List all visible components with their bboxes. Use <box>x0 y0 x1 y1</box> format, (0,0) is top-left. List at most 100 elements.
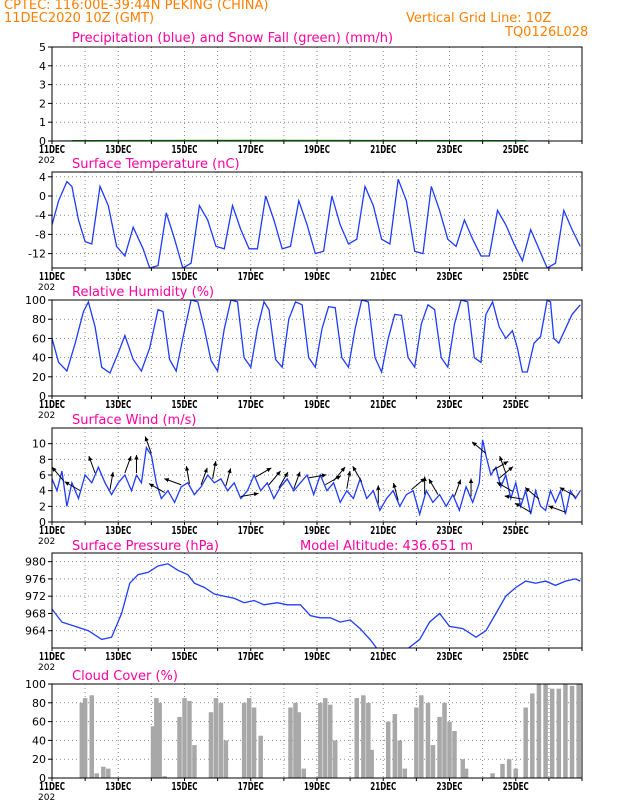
pres-xtick-label: 25DEC <box>503 650 529 663</box>
cloud-bar <box>437 716 442 778</box>
cloud-bar <box>218 702 224 778</box>
wind-arrow-head <box>203 467 208 473</box>
precip-xtick-label: 13DEC <box>105 143 131 156</box>
wind-arrow-head <box>184 466 190 471</box>
rh-ytick-label: 40 <box>32 352 46 365</box>
wind-arrow-head <box>468 478 474 484</box>
rh-ytick-label: 80 <box>32 313 46 326</box>
temp-ytick-label: -4 <box>35 209 46 222</box>
temp-ytick-label: 4 <box>39 171 46 184</box>
pres-ytick-label: 964 <box>25 625 46 638</box>
cloud-bar <box>500 763 505 778</box>
wind-arrow-head <box>525 487 530 493</box>
wind-title: Surface Wind (m/s) <box>72 413 196 428</box>
temp-xtick-label: 13DEC <box>105 270 131 283</box>
cloud-bar <box>397 740 403 778</box>
wind-arrow-head <box>515 503 521 508</box>
wind-xtick-label: 21DEC <box>370 524 396 537</box>
cloud-bar <box>106 768 111 778</box>
precip-ytick-label: 0 <box>39 135 46 148</box>
precip-ytick-label: 4 <box>39 60 46 73</box>
cloud-bar <box>366 702 371 778</box>
cloud-bar <box>523 707 528 778</box>
cloud-bar <box>89 695 94 778</box>
wind-xtick-label: 19DEC <box>304 524 330 537</box>
pres-ytick-label: 972 <box>25 590 46 603</box>
model-label: TQ0126L028 <box>505 25 589 40</box>
cloud-bar <box>296 712 302 778</box>
pres-ytick-label: 980 <box>25 556 46 569</box>
precip-xtick-label: 11DEC <box>39 143 65 156</box>
pres-xtick-label: 21DEC <box>370 650 396 663</box>
cloud-xtick-label: 25DEC <box>503 780 529 793</box>
cloud-bar <box>293 702 298 778</box>
wind-arrow-head <box>144 436 149 442</box>
run-time-label: 11DEC2020 10Z (GMT) <box>4 11 155 26</box>
cloud-title: Cloud Cover (%) <box>72 669 178 684</box>
cloud-bar <box>154 698 159 778</box>
cloud-bar <box>414 707 419 778</box>
precip-xtick-label: 25DEC <box>503 143 529 156</box>
wind-arrow-head <box>52 467 57 472</box>
cloud-bar <box>208 712 214 778</box>
cloud-bar <box>258 735 263 778</box>
pres-title: Surface Pressure (hPa) <box>72 539 219 554</box>
precip-ytick-label: 1 <box>39 116 46 129</box>
wind-xtick-label: 23DEC <box>437 524 463 537</box>
wind-year-stub: 202 <box>38 537 55 547</box>
wind-arrow-head <box>422 476 427 482</box>
precip-frame <box>51 46 583 142</box>
cloud-bar <box>79 702 85 778</box>
cloud-bar <box>288 707 293 778</box>
wind-arrow-head <box>504 494 510 499</box>
pres-ytick-label: 968 <box>25 607 46 620</box>
cloud-bar <box>385 721 391 778</box>
temp-series-line <box>52 178 581 268</box>
precip-xtick-label: 19DEC <box>304 143 330 156</box>
rh-ytick-label: 60 <box>32 332 46 345</box>
cloud-xtick-label: 19DEC <box>304 780 330 793</box>
wind-arrow-head <box>499 456 504 462</box>
wind-arrow-head <box>428 478 434 484</box>
wind-arrow-head <box>321 473 327 478</box>
cloud-bar <box>556 688 562 778</box>
cloud-bar <box>513 768 518 778</box>
wind-arrow-head <box>212 461 218 466</box>
wind-arrow-head <box>548 505 554 510</box>
temp-ytick-label: -12 <box>28 248 46 261</box>
precip-xtick-label: 15DEC <box>172 143 198 156</box>
wind-arrow-head <box>503 461 509 466</box>
precip-ytick-label: 3 <box>39 79 46 92</box>
rh-xtick-label: 25DEC <box>503 398 529 411</box>
cloud-bar <box>318 702 323 778</box>
temp-xtick-label: 23DEC <box>437 270 463 283</box>
cloud-ytick-label: 100 <box>25 678 46 691</box>
cloud-bar <box>246 698 252 778</box>
pres-xtick-label: 23DEC <box>437 650 463 663</box>
rh-xtick-label: 23DEC <box>437 398 463 411</box>
cloud-ytick-label: 20 <box>32 753 46 766</box>
cloud-bar <box>447 721 452 778</box>
cloud-bar <box>392 714 398 778</box>
grid-note-label: Vertical Grid Line: 10Z <box>406 11 552 26</box>
rh-xtick-label: 13DEC <box>105 398 131 411</box>
cloud-bar <box>563 684 568 778</box>
wind-xtick-label: 17DEC <box>238 524 264 537</box>
cloud-xtick-label: 15DEC <box>172 780 198 793</box>
rh-series-line <box>52 300 581 375</box>
cloud-bar <box>82 698 88 778</box>
cloud-bar <box>182 698 187 778</box>
cloud-bar <box>94 773 99 778</box>
rh-ytick-label: 20 <box>32 371 46 384</box>
precip-xtick-label: 17DEC <box>238 143 264 156</box>
rh-xtick-label: 15DEC <box>172 398 198 411</box>
rh-xtick-label: 11DEC <box>39 398 65 411</box>
precip-panel <box>48 46 583 144</box>
cloud-ytick-label: 60 <box>32 716 46 729</box>
cloud-bar <box>354 698 359 778</box>
cloud-ytick-label: 80 <box>32 697 46 710</box>
wind-ytick-label: 0 <box>39 516 46 529</box>
wind-panel <box>48 427 583 525</box>
precip-ytick-label: 5 <box>39 41 46 54</box>
